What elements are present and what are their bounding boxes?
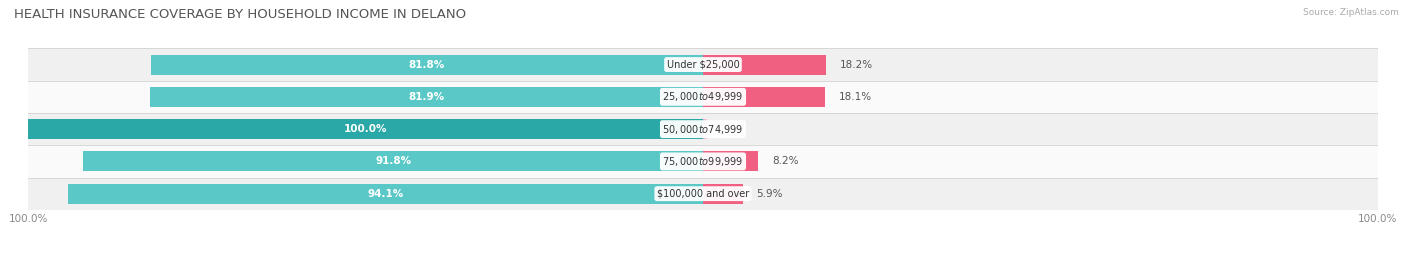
Text: 18.1%: 18.1% [838, 92, 872, 102]
Text: 0.0%: 0.0% [717, 124, 742, 134]
Text: $75,000 to $99,999: $75,000 to $99,999 [662, 155, 744, 168]
Text: HEALTH INSURANCE COVERAGE BY HOUSEHOLD INCOME IN DELANO: HEALTH INSURANCE COVERAGE BY HOUSEHOLD I… [14, 8, 467, 21]
Bar [703, 55, 825, 75]
Text: 8.2%: 8.2% [772, 156, 799, 167]
Bar [83, 151, 703, 171]
Text: 100.0%: 100.0% [344, 124, 387, 134]
Bar [703, 151, 758, 171]
Text: 81.8%: 81.8% [409, 59, 446, 70]
Text: $25,000 to $49,999: $25,000 to $49,999 [662, 90, 744, 103]
Text: Under $25,000: Under $25,000 [666, 59, 740, 70]
Bar [28, 178, 1378, 210]
Bar [28, 113, 1378, 145]
Text: $50,000 to $74,999: $50,000 to $74,999 [662, 123, 744, 136]
Text: 18.2%: 18.2% [839, 59, 873, 70]
Bar [28, 145, 1378, 178]
Bar [28, 81, 1378, 113]
Bar [703, 119, 707, 139]
Text: 91.8%: 91.8% [375, 156, 412, 167]
Text: 5.9%: 5.9% [756, 189, 783, 199]
Bar [150, 55, 703, 75]
Text: 81.9%: 81.9% [409, 92, 444, 102]
Text: 94.1%: 94.1% [367, 189, 404, 199]
Text: Source: ZipAtlas.com: Source: ZipAtlas.com [1303, 8, 1399, 17]
Bar [28, 119, 703, 139]
Bar [703, 184, 742, 204]
Bar [67, 184, 703, 204]
Text: $100,000 and over: $100,000 and over [657, 189, 749, 199]
Bar [703, 87, 825, 107]
Bar [150, 87, 703, 107]
Bar [28, 48, 1378, 81]
